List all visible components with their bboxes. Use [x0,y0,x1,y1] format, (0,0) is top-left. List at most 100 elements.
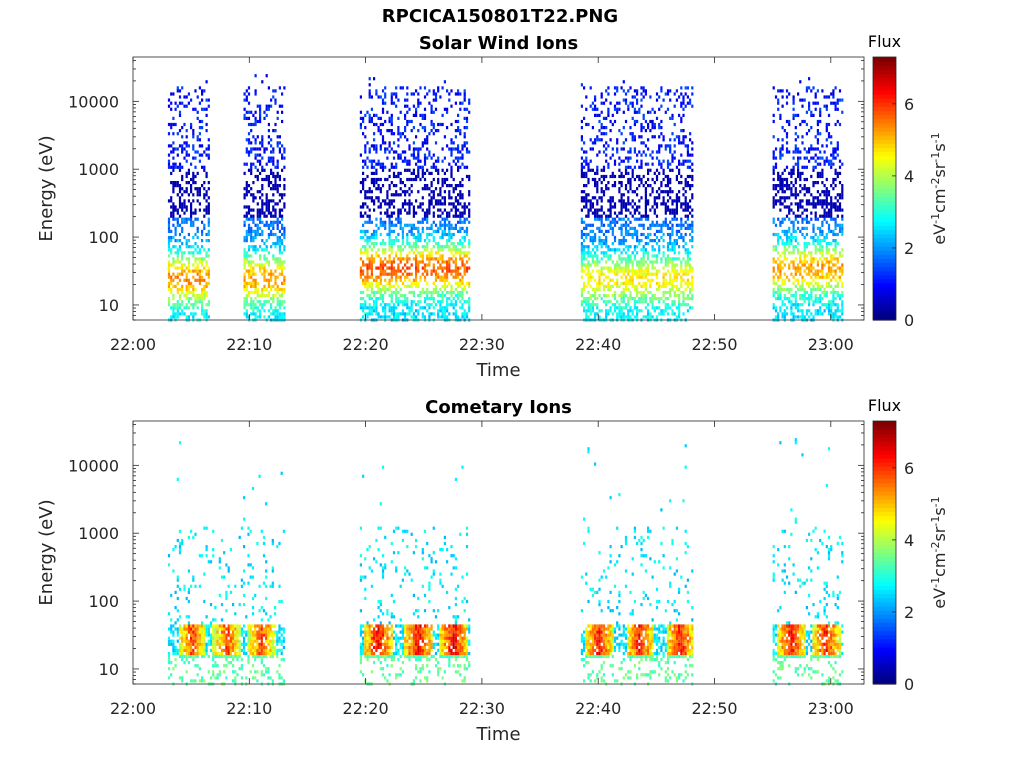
heatmap-cell [368,119,371,124]
heatmap-cell [457,113,460,117]
heatmap-cell [686,251,689,255]
heatmap-cell [799,287,802,292]
heatmap-cell [276,110,279,114]
heatmap-cell [622,141,625,145]
heatmap-cell [272,300,275,304]
heatmap-cell [671,269,674,273]
heatmap-cell [190,217,193,221]
heatmap-cell [662,251,665,255]
heatmap-cell [194,294,197,298]
heatmap-cell [364,126,367,130]
heatmap-cell [631,278,634,282]
heatmap-cell [421,208,424,212]
heatmap-cell [190,312,193,316]
heatmap-cell [591,168,594,172]
heatmap-cell [426,269,429,273]
heatmap-cell [446,300,449,304]
heatmap-cell [259,119,262,124]
heatmap-cell [201,275,204,279]
heatmap-cell [278,251,281,255]
heatmap-cell [205,272,208,276]
heatmap-cell [265,208,268,212]
heatmap-cell [647,315,650,319]
heatmap-cell [808,86,811,90]
heatmap-cell [167,303,171,307]
heatmap-cell [274,275,277,279]
heatmap-cell [783,278,786,282]
heatmap-cell [443,284,446,288]
heatmap-cell [611,147,614,151]
heatmap-cell [629,177,632,182]
heatmap-cell [392,242,396,246]
heatmap-cell [666,190,670,194]
heatmap-cell [459,239,462,243]
heatmap-cell [272,208,275,212]
heatmap-cell [443,135,446,139]
heatmap-cell [463,116,466,120]
heatmap-cell [412,223,415,227]
heatmap-cell [660,312,663,316]
heatmap-cell [454,248,457,252]
heatmap-cell [686,303,689,307]
heatmap-cell [465,260,469,264]
heatmap-cell [655,272,659,276]
heatmap-cell [430,272,433,276]
heatmap-cell [259,263,262,267]
heatmap-cell [247,190,251,194]
heatmap-cell [364,312,367,316]
heatmap-cell [463,229,466,233]
heatmap-cell [190,162,193,166]
heatmap-cell [781,202,784,206]
heatmap-cell [664,205,667,209]
heatmap-cell [644,251,647,255]
heatmap-cell [675,223,678,227]
heatmap-cell [417,260,420,264]
heatmap-cell [386,266,389,270]
heatmap-cell [265,193,268,197]
heatmap-cell [426,290,429,295]
heatmap-cell [174,232,177,237]
heatmap-cell [412,245,415,249]
heatmap-cell [684,181,687,185]
heatmap-cell [181,126,184,130]
heatmap-cell [274,245,277,249]
heatmap-cell [583,116,586,120]
heatmap-cell [366,254,369,258]
heatmap-cell [283,165,286,169]
heatmap-cell [359,257,362,261]
heatmap-cell [364,150,367,154]
heatmap-cell [671,248,674,252]
heatmap-cell [633,119,636,124]
heatmap-cell [649,297,652,301]
heatmap-cell [644,272,647,276]
heatmap-cell [819,229,822,233]
heatmap-cell [611,184,614,188]
heatmap-cell [359,116,362,120]
heatmap-cell [450,165,453,169]
heatmap-cell [465,251,469,255]
heatmap-cell [272,272,275,276]
heatmap-cell [627,269,630,273]
heatmap-cell [203,309,206,313]
heatmap-cell [375,217,378,221]
heatmap-cell [270,104,273,108]
heatmap-cell [423,171,427,175]
heatmap-cell [651,190,654,194]
heatmap-cell [364,196,367,200]
heatmap-cell [183,104,186,108]
heatmap-cell [421,266,424,270]
heatmap-cell [384,86,387,90]
heatmap-cell [190,284,193,288]
heatmap-cell [602,132,606,136]
heatmap-cell [362,281,365,285]
heatmap-cell [812,168,815,172]
heatmap-cell [660,162,663,166]
heatmap-cell [267,122,270,127]
heatmap-cell [406,306,409,310]
heatmap-cell [432,177,435,182]
heatmap-cell [243,254,246,258]
heatmap-cell [406,235,409,240]
heatmap-cell [265,174,268,179]
heatmap-cell [395,217,398,221]
heatmap-cell [463,107,466,111]
